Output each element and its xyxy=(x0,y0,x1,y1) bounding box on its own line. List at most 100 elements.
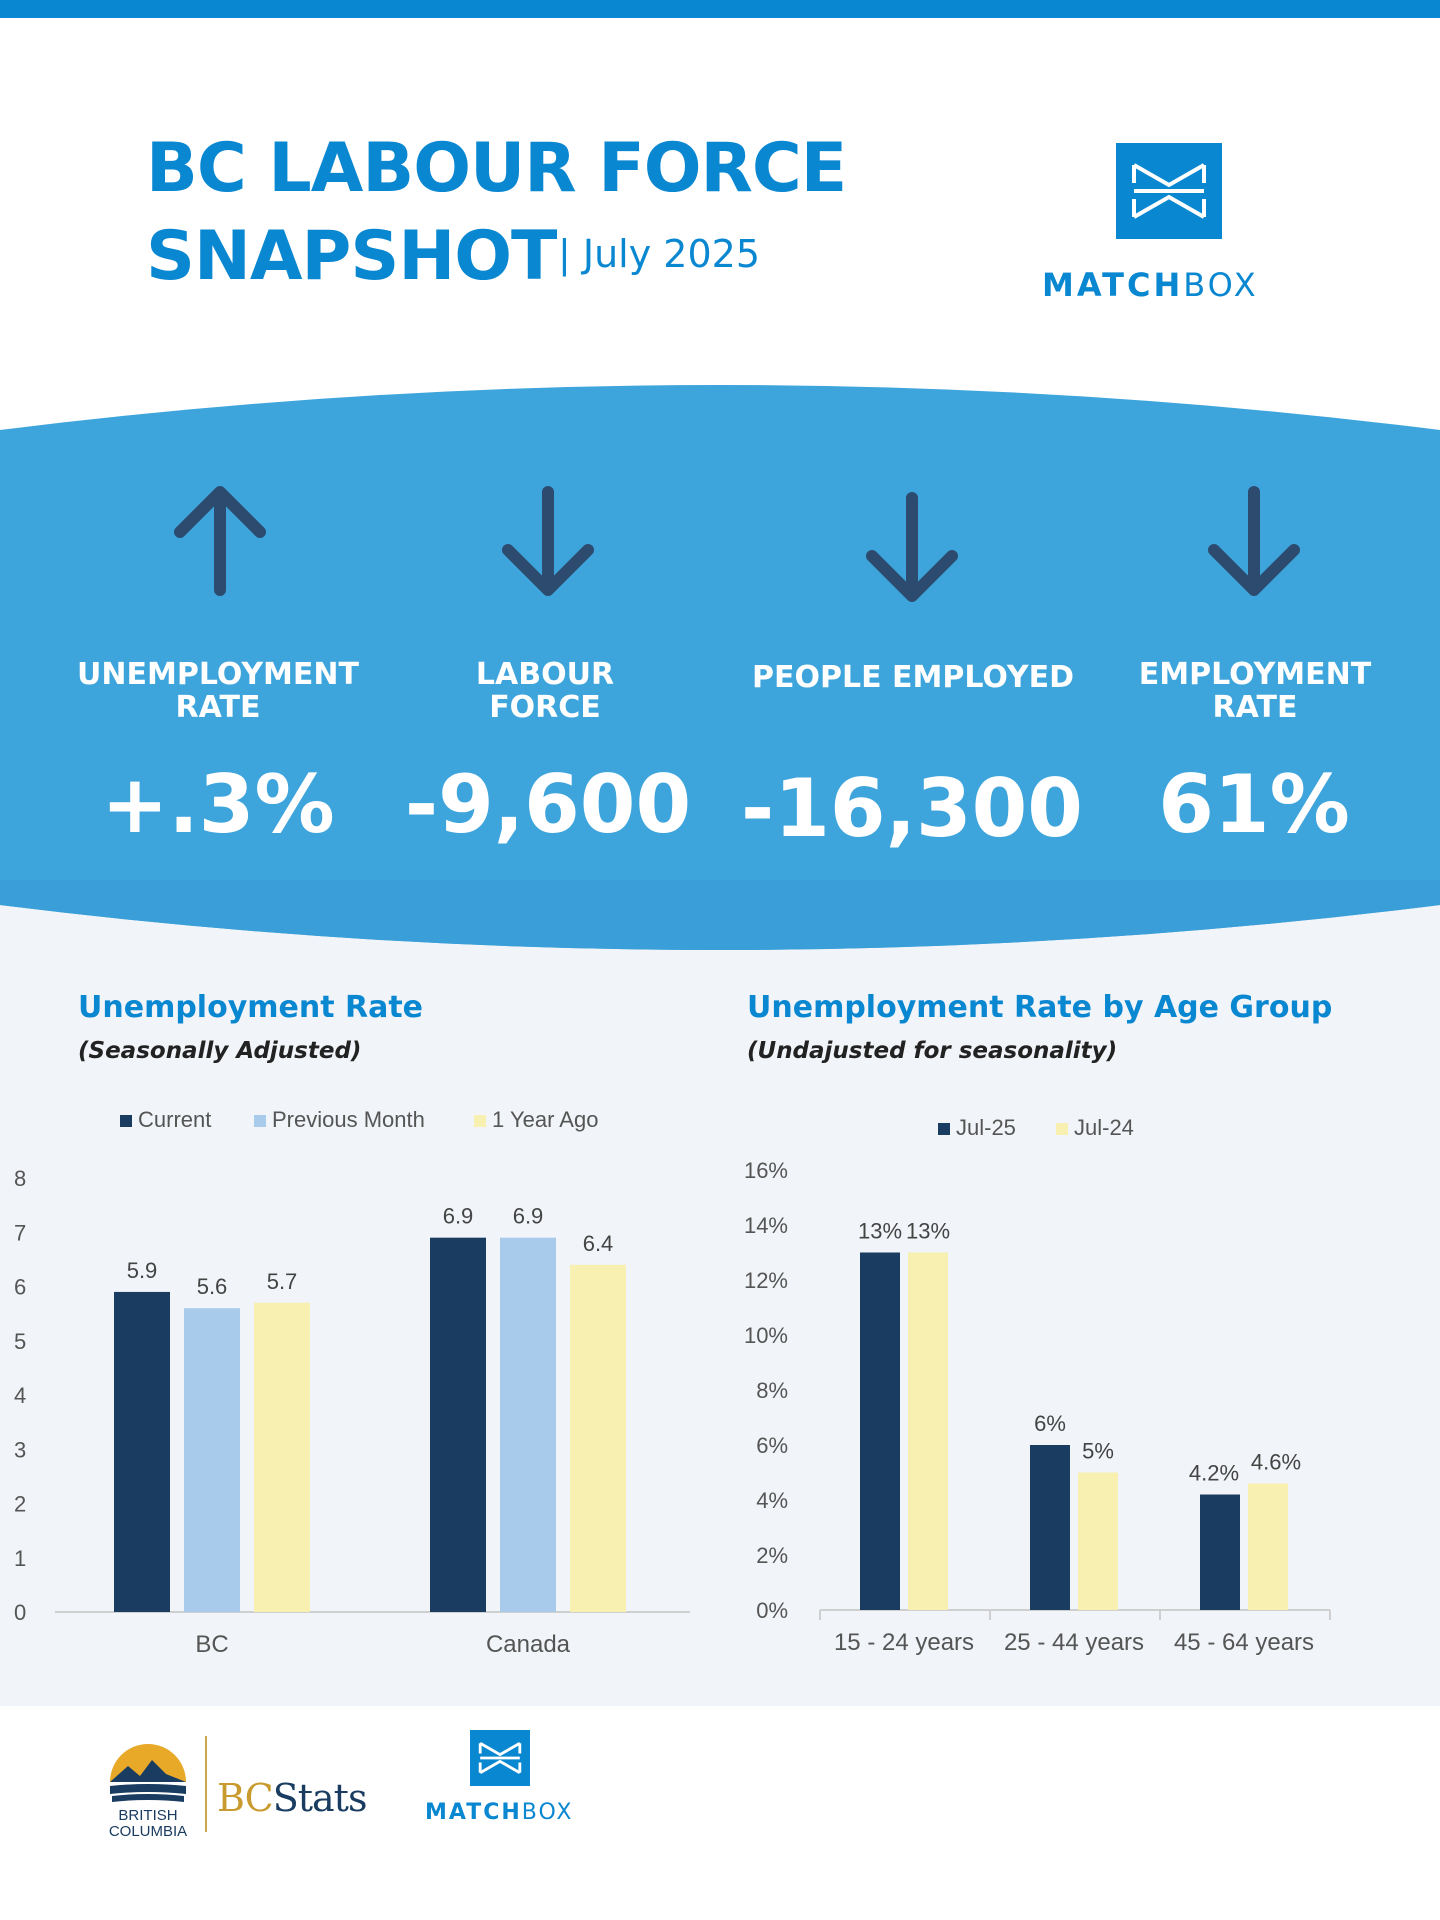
y-tick-label: 6 xyxy=(14,1275,26,1300)
footer-matchbox-logo-icon xyxy=(470,1730,530,1786)
x-category-label: 25 - 44 years xyxy=(1004,1629,1144,1656)
bar xyxy=(184,1308,240,1612)
y-tick-label: 2 xyxy=(14,1492,26,1517)
legend-label: Current xyxy=(138,1107,211,1132)
y-tick-label: 10% xyxy=(744,1323,788,1348)
y-tick-label: 12% xyxy=(744,1268,788,1293)
bar xyxy=(430,1237,486,1612)
chart2-subtitle: (Undajusted for seasonality) xyxy=(747,1038,1118,1064)
data-label: 5.6 xyxy=(197,1274,228,1299)
data-label: 4.6% xyxy=(1251,1450,1301,1475)
bar xyxy=(254,1302,310,1612)
x-category-label: 45 - 64 years xyxy=(1174,1629,1314,1656)
kpi-label-unemployment-rate: UNEMPLOYMENT RATE xyxy=(53,658,383,724)
y-tick-label: 16% xyxy=(744,1158,788,1183)
bcstats-logo: BCStats xyxy=(217,1776,368,1820)
footer-matchbox-logo-text: MATCHBOX xyxy=(425,1800,573,1825)
unemployment-rate-chart: Current Previous Month 1 Year Ago 0 1 2 3 4 5 6 7 8… xyxy=(14,1107,690,1658)
y-tick-label: 14% xyxy=(744,1213,788,1238)
kpi-value-unemployment-rate: +.3% xyxy=(101,758,335,851)
unemployment-by-age-chart: Jul-25 Jul-24 0% 2% 4% 6% 8% 10% 12% 14% 16% 13% 13%… xyxy=(744,1115,1331,1656)
y-tick-label: 4 xyxy=(14,1383,26,1408)
bar xyxy=(570,1264,626,1612)
y-tick-label: 7 xyxy=(14,1220,26,1245)
kpi-label-line: PEOPLE EMPLOYED xyxy=(752,660,1074,695)
kpi-label-line: LABOUR xyxy=(475,657,615,692)
page-title-line1: BC LABOUR FORCE xyxy=(146,129,847,208)
kpi-label-line: UNEMPLOYMENT xyxy=(77,657,359,692)
data-label: 5% xyxy=(1082,1439,1114,1464)
data-label: 5.7 xyxy=(267,1269,298,1294)
arrow-down-icon xyxy=(502,486,594,596)
kpi-value-employment-rate: 61% xyxy=(1158,758,1350,851)
kpi-label-labour-force: LABOUR FORCE xyxy=(380,658,710,724)
legend-label: 1 Year Ago xyxy=(492,1107,598,1132)
footer-logo-text-bold: MATCH xyxy=(425,1800,522,1825)
y-tick-label: 0% xyxy=(756,1598,788,1623)
kpi-label-line: EMPLOYMENT xyxy=(1138,657,1372,692)
legend-swatch xyxy=(938,1123,950,1135)
data-label: 6.4 xyxy=(583,1231,614,1256)
y-tick-label: 4% xyxy=(756,1488,788,1513)
british-columbia-logo-icon: BRITISH COLUMBIA xyxy=(109,1744,187,1838)
y-tick-label: 1 xyxy=(14,1546,26,1571)
x-category-label: 15 - 24 years xyxy=(834,1629,974,1656)
kpi-label-line: RATE xyxy=(1212,690,1298,725)
data-label: 13% xyxy=(906,1219,950,1244)
kpi-label-line: RATE xyxy=(175,690,261,725)
y-tick-label: 6% xyxy=(756,1433,788,1458)
bcstats-stats: Stats xyxy=(272,1776,368,1820)
legend-label: Jul-25 xyxy=(956,1115,1016,1140)
kpi-label-employment-rate: EMPLOYMENT RATE xyxy=(1090,658,1420,724)
y-tick-label: 8 xyxy=(14,1166,26,1191)
matchbox-logo-icon xyxy=(1116,143,1222,239)
legend-swatch xyxy=(120,1115,132,1127)
matchbox-logo-text: MATCHBOX xyxy=(1042,266,1259,304)
data-label: 6.9 xyxy=(443,1204,474,1229)
legend-label: Jul-24 xyxy=(1074,1115,1134,1140)
legend-swatch xyxy=(1056,1123,1068,1135)
y-tick-label: 2% xyxy=(756,1543,788,1568)
kpi-value-labour-force: -9,600 xyxy=(404,758,692,851)
y-tick-label: 8% xyxy=(756,1378,788,1403)
chart1-subtitle: (Seasonally Adjusted) xyxy=(78,1038,362,1064)
footer-divider xyxy=(205,1736,207,1832)
kpi-label-people-employed: PEOPLE EMPLOYED xyxy=(733,661,1093,694)
logo-text-bold: MATCH xyxy=(1042,266,1184,304)
x-category-label: BC xyxy=(195,1631,228,1658)
bar xyxy=(1078,1472,1118,1610)
data-label: 13% xyxy=(858,1219,902,1244)
chart1-title: Unemployment Rate xyxy=(78,990,424,1025)
data-label: 5.9 xyxy=(127,1258,158,1283)
arrow-down-icon xyxy=(1208,486,1300,596)
legend-label: Previous Month xyxy=(272,1107,425,1132)
x-category-label: Canada xyxy=(486,1631,571,1658)
bar xyxy=(114,1291,170,1612)
data-label: 6% xyxy=(1034,1411,1066,1436)
arrow-down-icon xyxy=(866,492,958,602)
arrow-up-icon xyxy=(174,486,266,596)
bar xyxy=(500,1237,556,1612)
data-label: 4.2% xyxy=(1189,1461,1239,1486)
bcstats-bc: BC xyxy=(217,1776,274,1820)
kpi-label-line: FORCE xyxy=(489,690,601,725)
kpi-value-people-employed: -16,300 xyxy=(741,762,1083,855)
report-date: | July 2025 xyxy=(558,232,761,276)
bar xyxy=(908,1252,948,1610)
kpi-band xyxy=(0,385,1440,950)
footer-logo-text-light: BOX xyxy=(521,1800,574,1825)
y-tick-label: 5 xyxy=(14,1329,26,1354)
data-label: 6.9 xyxy=(513,1204,544,1229)
page-title: BC LABOUR FORCE SNAPSHOT xyxy=(146,125,847,301)
legend-swatch xyxy=(254,1115,266,1127)
chart2-title: Unemployment Rate by Age Group xyxy=(747,990,1333,1025)
y-tick-label: 3 xyxy=(14,1437,26,1462)
bc-line2: COLUMBIA xyxy=(109,1823,187,1838)
y-tick-label: 0 xyxy=(14,1600,26,1625)
bar xyxy=(1030,1445,1070,1610)
legend-swatch xyxy=(474,1115,486,1127)
bar xyxy=(1200,1494,1240,1610)
bar xyxy=(1248,1483,1288,1610)
logo-text-light: BOX xyxy=(1183,266,1259,304)
top-accent-bar xyxy=(0,0,1440,18)
